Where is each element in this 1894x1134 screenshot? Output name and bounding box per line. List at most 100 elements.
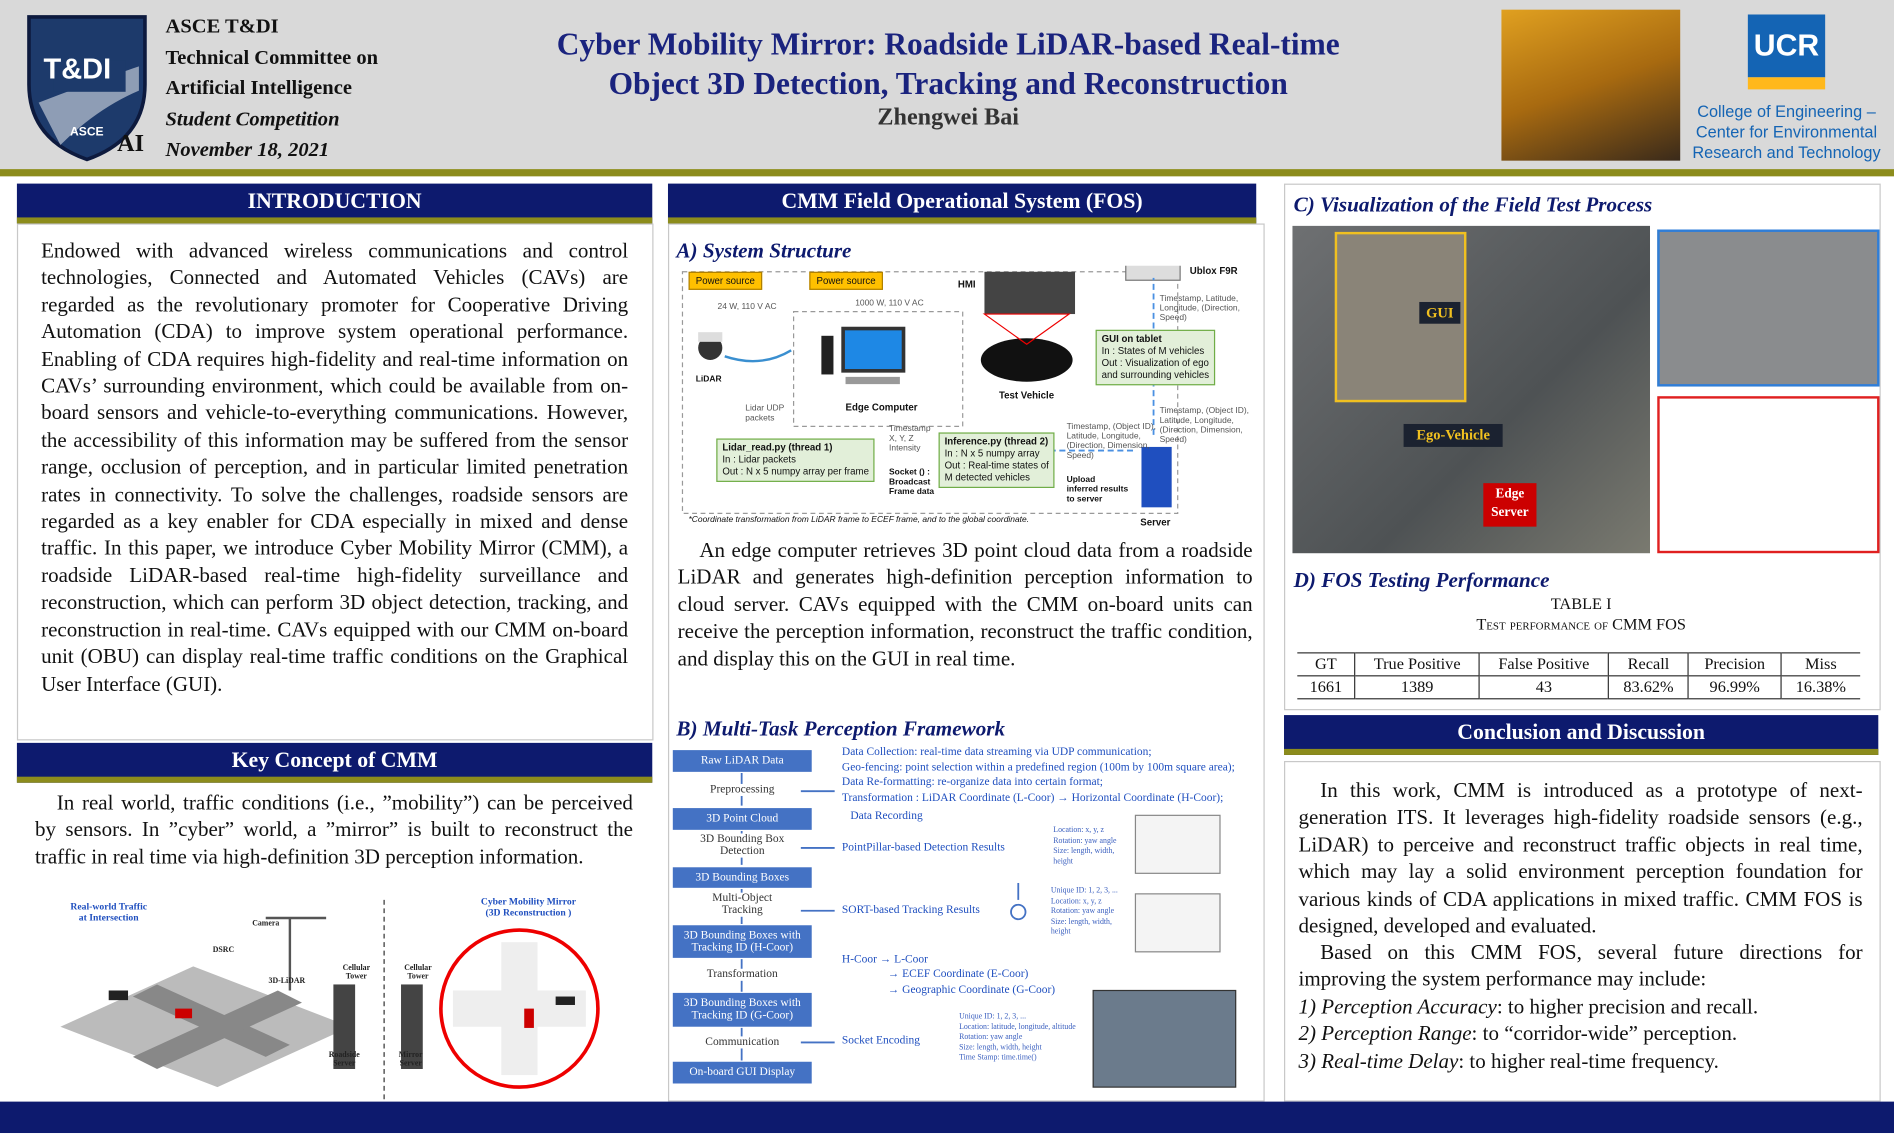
- label-line: Cyber Mobility Mirror: [480, 896, 577, 908]
- table-header-cell: Recall: [1607, 652, 1689, 676]
- org-line: ASCE T&DI: [165, 14, 279, 38]
- spec-label: 1000 W, 110 V AC: [855, 299, 924, 309]
- list-item: 3) Real-time Delay: to higher real-time …: [1299, 1047, 1759, 1074]
- process-note: Data Re-formatting: re-organize data int…: [841, 777, 1103, 790]
- item-text: : to higher precision and recall.: [1496, 994, 1759, 1019]
- power-box: Power source: [688, 271, 763, 290]
- figure-label: Real-world Traffic at Intersection: [48, 901, 169, 923]
- device-label: Test Vehicle: [998, 390, 1055, 402]
- label-line: Timestamp, (Object ID),: [1066, 422, 1157, 432]
- process-note: PointPillar-based Detection Results: [841, 841, 1005, 854]
- label-line: Intensity: [889, 444, 921, 453]
- process-note: Data Collection: real-time data streamin…: [841, 746, 1152, 759]
- conclusion-text: In this work, CMM is introduced as a pro…: [1298, 777, 1863, 938]
- item-label: 1) Perception Accuracy: [1298, 994, 1497, 1019]
- table-caption: Test performance of CMM FOS: [1476, 614, 1686, 633]
- performance-table: GT True Positive False Positive Recall Preci…: [1297, 652, 1861, 700]
- detail-field: Rotation: yaw angle: [959, 1032, 1023, 1042]
- process-note: → ECEF Coordinate (E-Coor): [887, 968, 1029, 981]
- thread-box: Inference.py (thread 2) In : N x 5 numpy …: [938, 432, 1055, 488]
- label-line: Server: [333, 1059, 356, 1068]
- field-label: Timestamp, (Object ID), Latitude, Longitu…: [1160, 407, 1249, 446]
- camera-view: [1657, 229, 1880, 387]
- section-heading: INTRODUCTION: [16, 183, 653, 224]
- table-header-cell: Miss: [1780, 652, 1861, 676]
- author: Zhengwei Bai: [877, 103, 1020, 131]
- label-line: Tower: [345, 972, 367, 981]
- table-header-cell: True Positive: [1354, 652, 1480, 676]
- process-box: 3D Bounding Boxes with Tracking ID (G-Co…: [672, 992, 812, 1027]
- label-line: to server: [1066, 495, 1103, 504]
- process-box: Raw LiDAR Data: [672, 750, 812, 772]
- photo-label: Edge Server: [1483, 483, 1537, 527]
- footer-bar: [0, 1101, 1894, 1134]
- logo-sub: ASCE: [70, 125, 104, 139]
- field-label: Upload inferred results to server: [1067, 476, 1129, 505]
- label-line: X, Y, Z: [889, 434, 914, 444]
- header-rule: [0, 169, 1894, 177]
- concept-figure: [60, 899, 600, 1100]
- figure-label: Cellular Tower: [394, 964, 442, 981]
- device-label: Edge Computer: [845, 402, 918, 414]
- field-label: Socket () : Broadcast Frame data: [889, 469, 934, 498]
- system-diagram: [681, 265, 1181, 514]
- field-label: Timestamp X, Y, Z Intensity: [889, 425, 931, 454]
- section-frame: [16, 223, 654, 741]
- figure-label: Camera: [252, 919, 280, 928]
- label-line: Tower: [407, 972, 429, 981]
- table-cell: 43: [1478, 675, 1609, 699]
- table-row: 1661 1389 43 83.62% 96.99% 16.38%: [1297, 675, 1861, 699]
- table-cell: 1661: [1309, 677, 1343, 696]
- process-box: 3D Bounding Boxes with Tracking ID (H-Co…: [672, 925, 812, 958]
- box-line: Out : N x 5 numpy array per frame: [722, 466, 869, 478]
- label-line: Longitude, (Direction,: [1159, 304, 1240, 313]
- key-concept-text: In real world, traffic conditions (i.e.,…: [35, 789, 633, 869]
- process-box: 3D Point Cloud: [672, 808, 812, 830]
- conclusion-text: Based on this CMM FOS, several future di…: [1298, 939, 1863, 991]
- detail-field: Size: length, width, height: [959, 1043, 1042, 1052]
- label-line: inferred results: [1066, 485, 1129, 495]
- section-heading: Conclusion and Discussion: [1284, 715, 1879, 755]
- table-label: TABLE I: [1550, 594, 1612, 613]
- subsection-title: D) FOS Testing Performance: [1293, 567, 1550, 592]
- ucr-bar: [1747, 77, 1826, 90]
- table-header-cell: Precision: [1687, 652, 1781, 676]
- photo-label: Ego-Vehicle: [1403, 423, 1503, 447]
- label-line: (3D Reconstruction ): [485, 907, 572, 919]
- gui-box: GUI on tablet In : States of M vehicles Ou…: [1095, 329, 1216, 386]
- table-cell: 96.99%: [1687, 675, 1781, 699]
- label-line: Edge: [1495, 486, 1525, 502]
- org-line: Artificial Intelligence: [165, 76, 352, 100]
- title: Cyber Mobility Mirror: Roadside LiDAR-ba…: [459, 24, 1437, 104]
- detail-field: Rotation: yaw angle: [1053, 836, 1117, 845]
- item-label: 3) Real-time Delay: [1298, 1048, 1459, 1073]
- label-line: Socket () :: [889, 468, 930, 478]
- college-line: College of Engineering –: [1697, 102, 1876, 121]
- label-line: Server: [1491, 504, 1529, 520]
- conclusion-list: 1) Perception Accuracy: to higher precis…: [1299, 993, 1759, 1074]
- device-label: HMI: [957, 279, 976, 290]
- label-line: (Direction, Dimension,: [1159, 426, 1243, 435]
- box-line: In : States of M vehicles: [1101, 345, 1205, 357]
- figure-label: Cellular Tower: [332, 964, 380, 981]
- item-text: : to higher real-time frequency.: [1458, 1048, 1719, 1073]
- item-text: : to “corridor-wide” perception.: [1471, 1021, 1738, 1046]
- label-line: Cellular: [404, 963, 432, 973]
- label-line: Broadcast: [889, 478, 931, 487]
- process-note: Socket Encoding: [841, 1035, 920, 1048]
- college-line: Center for Environmental: [1695, 123, 1878, 142]
- process-box: 3D Bounding Boxes: [672, 867, 812, 888]
- label-line: Frame data: [889, 487, 935, 497]
- label-line: Lidar UDP: [745, 404, 785, 414]
- org-line: November 18, 2021: [165, 137, 330, 161]
- subsection-title: A) System Structure: [676, 237, 852, 263]
- process-step: Transformation: [690, 968, 794, 981]
- detail-field: Size: length, width,: [1053, 846, 1115, 856]
- section-frame: [1284, 183, 1881, 711]
- power-box: Power source: [809, 271, 883, 290]
- list-item: 1) Perception Accuracy: to higher precis…: [1299, 993, 1759, 1020]
- detail-field: Size: length, width,: [1050, 917, 1112, 926]
- intro-text: Endowed with advanced wireless communica…: [41, 237, 629, 696]
